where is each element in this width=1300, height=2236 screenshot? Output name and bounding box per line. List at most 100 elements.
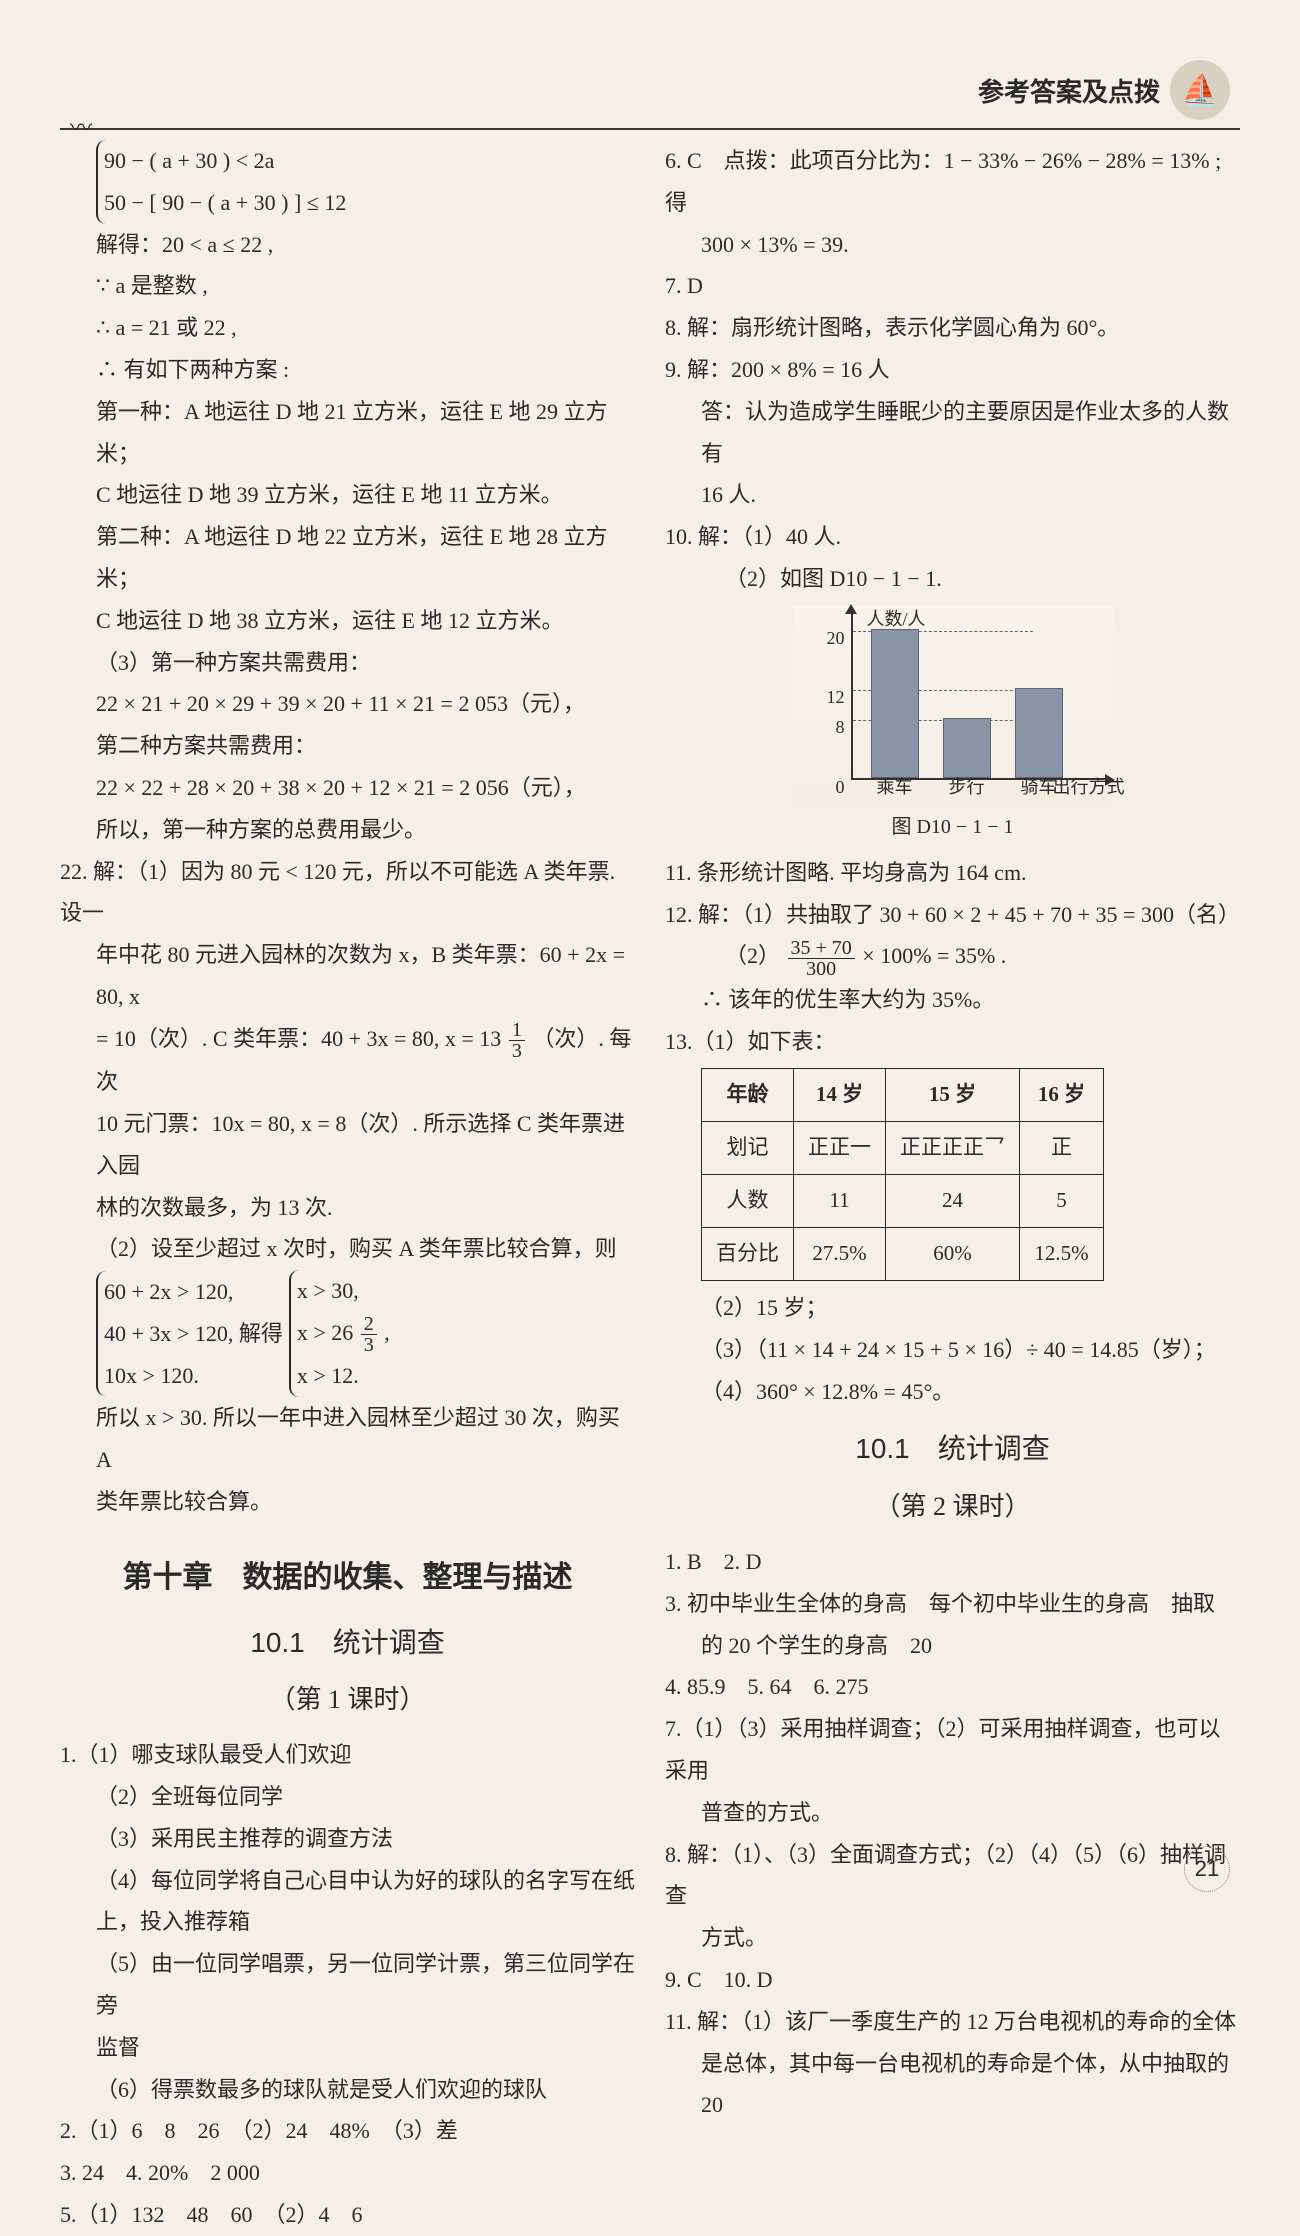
td: 百分比 bbox=[702, 1228, 794, 1281]
table-header-row: 年龄 14 岁 15 岁 16 岁 bbox=[702, 1069, 1104, 1122]
q5: 5.（1）132 48 60 （2）4 6 bbox=[60, 2194, 635, 2236]
q1-line: （3）采用民主推荐的调查方法 bbox=[60, 1818, 635, 1860]
th: 15 岁 bbox=[886, 1069, 1020, 1122]
bar-chart: 人数/人 201280乘车步行骑车出行方式 bbox=[793, 606, 1113, 806]
chart-x-title: 出行方式 bbox=[1053, 770, 1125, 804]
line: ∴ a = 21 或 22 , bbox=[60, 307, 635, 349]
th: 14 岁 bbox=[794, 1069, 886, 1122]
q12b: （2） 35 + 70 300 × 100% = 35% . bbox=[665, 935, 1240, 978]
q13a: 13.（1）如下表： bbox=[665, 1021, 1240, 1063]
td: 正正正正乛 bbox=[886, 1122, 1020, 1175]
q13c: （3）（11 × 14 + 24 × 15 + 5 × 16）÷ 40 = 14… bbox=[665, 1329, 1240, 1371]
r3b: 的 20 个学生的身高 20 bbox=[665, 1625, 1240, 1667]
th: 16 岁 bbox=[1020, 1069, 1104, 1122]
q12a: 12. 解：（1）共抽取了 30 + 60 × 2 + 45 + 70 + 35… bbox=[665, 894, 1240, 936]
td: 划记 bbox=[702, 1122, 794, 1175]
chart-tick: 0 bbox=[797, 770, 845, 804]
table-row: 划记 正正一 正正正正乛 正 bbox=[702, 1122, 1104, 1175]
section-title-2: 10.1 统计调查 bbox=[665, 1422, 1240, 1475]
system-2-left: 60 + 2x > 120, 40 + 3x > 120, 解得 10x > 1… bbox=[96, 1271, 283, 1396]
td: 人数 bbox=[702, 1175, 794, 1228]
q9b: 答：认为造成学生睡眠少的主要原因是作业太多的人数有 bbox=[665, 391, 1240, 475]
eq: 40 + 3x > 120, 解得 bbox=[104, 1313, 283, 1355]
r9: 9. C 10. D bbox=[665, 1959, 1240, 2001]
table-row: 百分比 27.5% 60% 12.5% bbox=[702, 1228, 1104, 1281]
td: 5 bbox=[1020, 1175, 1104, 1228]
td: 正 bbox=[1020, 1122, 1104, 1175]
line: 解得：20 < a ≤ 22 , bbox=[60, 224, 635, 266]
q2: 2.（1）6 8 26 （2）24 48% （3）差 bbox=[60, 2110, 635, 2152]
arrow-up-icon bbox=[845, 604, 857, 614]
line: 22 × 21 + 20 × 29 + 39 × 20 + 11 × 21 = … bbox=[60, 683, 635, 725]
q1-line: 1.（1）哪支球队最受人们欢迎 bbox=[60, 1734, 635, 1776]
q12c: ∴ 该年的优生率大约为 35%。 bbox=[665, 979, 1240, 1021]
line: = 10（次）. C 类年票：40 + 3x = 80, x = 13 1 3 … bbox=[60, 1018, 635, 1103]
page-number: 21 bbox=[1184, 1846, 1230, 1892]
table-row: 人数 11 24 5 bbox=[702, 1175, 1104, 1228]
q3-4: 3. 24 4. 20% 2 000 bbox=[60, 2152, 635, 2194]
eq: 90 − ( a + 30 ) < 2a bbox=[104, 140, 346, 182]
fraction: 2 3 bbox=[361, 1314, 377, 1355]
line: 年中花 80 元进入园林的次数为 x，B 类年票：60 + 2x = 80, x bbox=[60, 934, 635, 1018]
text: = 10（次）. C 类年票：40 + 3x = 80, x = 13 bbox=[96, 1026, 507, 1051]
chart-caption: 图 D10 − 1 − 1 bbox=[665, 808, 1240, 846]
r11b: 是总体，其中每一台电视机的寿命是个体，从中抽取的 20 bbox=[665, 2043, 1240, 2127]
q7: 7. D bbox=[665, 265, 1240, 307]
fraction: 35 + 70 300 bbox=[788, 938, 855, 979]
td: 12.5% bbox=[1020, 1228, 1104, 1281]
denominator: 300 bbox=[803, 959, 839, 979]
content-columns: 90 − ( a + 30 ) < 2a 50 − [ 90 − ( a + 3… bbox=[60, 140, 1240, 2236]
q10b: （2）如图 D10 − 1 − 1. bbox=[665, 558, 1240, 600]
th: 年龄 bbox=[702, 1069, 794, 1122]
td: 24 bbox=[886, 1175, 1020, 1228]
line: ∴ 有如下两种方案 : bbox=[60, 349, 635, 391]
fraction: 1 3 bbox=[509, 1020, 525, 1061]
text: x > 26 bbox=[297, 1320, 359, 1345]
line: 22 × 22 + 28 × 20 + 38 × 20 + 12 × 21 = … bbox=[60, 767, 635, 809]
right-column: 6. C 点拨：此项百分比为：1 − 33% − 26% − 28% = 13%… bbox=[665, 140, 1240, 2236]
chapter-title: 第十章 数据的收集、整理与描述 bbox=[60, 1549, 635, 1606]
text: × 100% = 35% . bbox=[862, 943, 1006, 968]
chart-bar bbox=[871, 629, 919, 778]
q10a: 10. 解：（1）40 人. bbox=[665, 516, 1240, 558]
q1-line: （5）由一位同学唱票，另一位同学计票，第三位同学在旁 bbox=[60, 1943, 635, 2027]
lesson-title: （第 1 课时） bbox=[60, 1675, 635, 1724]
line: 10 元门票：10x = 80, x = 8（次）. 所示选择 C 类年票进入园 bbox=[60, 1103, 635, 1187]
q11: 11. 条形统计图略. 平均身高为 164 cm. bbox=[665, 852, 1240, 894]
line: C 地运往 D 地 38 立方米，运往 E 地 12 立方米。 bbox=[60, 600, 635, 642]
chart-tick: 8 bbox=[797, 710, 845, 744]
page-header: 参考答案及点拨 ⛵ bbox=[60, 60, 1240, 120]
line: 第二种方案共需费用： bbox=[60, 725, 635, 767]
q1-line: 监督 bbox=[60, 2027, 635, 2069]
r4: 4. 85.9 5. 64 6. 275 bbox=[665, 1666, 1240, 1708]
lesson-title-2: （第 2 课时） bbox=[665, 1482, 1240, 1531]
eq: 10x > 120. bbox=[104, 1355, 283, 1397]
q1-line: 上，投入推荐箱 bbox=[60, 1901, 635, 1943]
line: 第一种：A 地运往 D 地 21 立方米，运往 E 地 29 立方米； bbox=[60, 391, 635, 475]
q1-line: （2）全班每位同学 bbox=[60, 1776, 635, 1818]
q1-line: （6）得票数最多的球队就是受人们欢迎的球队 bbox=[60, 2069, 635, 2111]
chart-x-category: 步行 bbox=[939, 770, 995, 804]
age-table: 年龄 14 岁 15 岁 16 岁 划记 正正一 正正正正乛 正 人数 11 2… bbox=[701, 1068, 1104, 1281]
line: 第二种：A 地运往 D 地 22 立方米，运往 E 地 28 立方米； bbox=[60, 516, 635, 600]
header-title: 参考答案及点拨 bbox=[978, 72, 1160, 109]
sailboat-icon: ⛵ bbox=[1170, 60, 1230, 120]
chart-tick: 20 bbox=[797, 621, 845, 655]
r7b: 普查的方式。 bbox=[665, 1792, 1240, 1834]
system-2: 60 + 2x > 120, 40 + 3x > 120, 解得 10x > 1… bbox=[60, 1270, 635, 1397]
line: 类年票比较合算。 bbox=[60, 1481, 635, 1523]
chart-x-category: 乘车 bbox=[867, 770, 923, 804]
td: 60% bbox=[886, 1228, 1020, 1281]
q13b: （2）15 岁； bbox=[665, 1287, 1240, 1329]
td: 11 bbox=[794, 1175, 886, 1228]
q8: 8. 解：扇形统计图略，表示化学圆心角为 60°。 bbox=[665, 307, 1240, 349]
r7a: 7.（1）（3）采用抽样调查；（2）可采用抽样调查，也可以采用 bbox=[665, 1708, 1240, 1792]
eq: 60 + 2x > 120, bbox=[104, 1271, 283, 1313]
eq: x > 30, bbox=[297, 1270, 390, 1312]
q6b: 300 × 13% = 39. bbox=[665, 224, 1240, 266]
r3a: 3. 初中毕业生全体的身高 每个初中毕业生的身高 抽取 bbox=[665, 1583, 1240, 1625]
text: （2） bbox=[725, 943, 780, 968]
q13d: （4）360° × 12.8% = 45°。 bbox=[665, 1371, 1240, 1413]
section-title: 10.1 统计调查 bbox=[60, 1616, 635, 1669]
r8a: 8. 解：（1）、（3）全面调查方式；（2）（4）（5）（6）抽样调查 bbox=[665, 1834, 1240, 1918]
